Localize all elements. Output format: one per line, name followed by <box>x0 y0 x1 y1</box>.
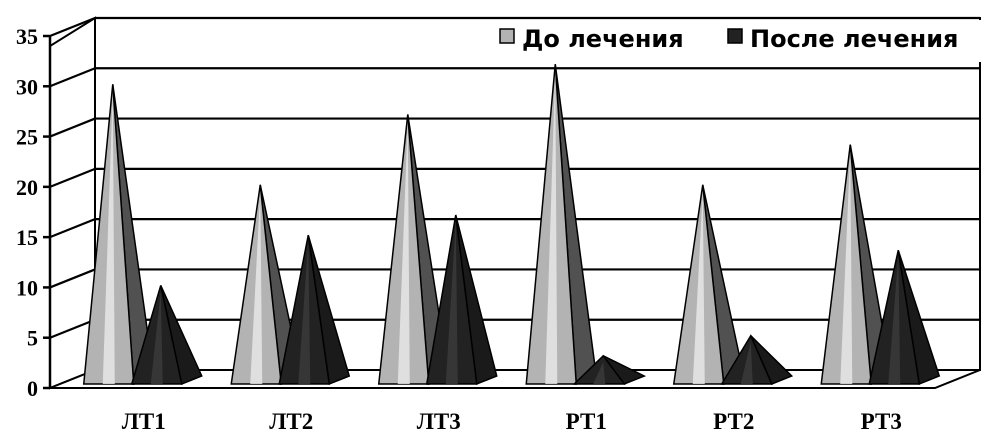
pyramid-После лечения-ЛТ2 <box>278 234 351 386</box>
pyramid-После лечения-ЛТ3 <box>425 214 498 386</box>
x-category-label-0: ЛТ1 <box>122 409 166 434</box>
pyramid-После лечения-ЛТ1 <box>130 285 203 386</box>
y-tick-label-5: 5 <box>27 326 38 351</box>
legend: До лечения После лечения <box>490 20 984 62</box>
gridline-side-15 <box>49 218 96 239</box>
pyramid-До лечения-РТ1 <box>525 64 598 386</box>
x-category-label-3: РТ1 <box>566 409 607 434</box>
pyramid-highlight <box>250 190 263 384</box>
legend-label-0: До лечения <box>522 25 684 53</box>
pyramid-После лечения-РТ1 <box>572 354 647 385</box>
x-category-label-5: РТ3 <box>861 409 902 434</box>
gridline-side-10 <box>49 268 96 289</box>
y-tick-label-20: 20 <box>16 175 38 200</box>
pyramid-highlight <box>888 256 901 384</box>
pyramid-highlight <box>692 190 705 384</box>
x-category-label-1: ЛТ2 <box>269 409 313 434</box>
pyramid-highlight <box>445 221 458 384</box>
pyramid-После лечения-РТ2 <box>720 334 794 385</box>
legend-label-1: После лечения <box>750 25 958 53</box>
y-tick-label-30: 30 <box>16 74 38 99</box>
pyramid-highlight <box>740 341 753 384</box>
pyramid-highlight <box>593 361 606 384</box>
y-tick-label-15: 15 <box>16 225 38 250</box>
y-tick-label-25: 25 <box>16 125 38 150</box>
gridline-side-25 <box>49 117 96 138</box>
gridline-side-35 <box>49 16 96 38</box>
pyramid-highlight <box>298 241 311 384</box>
y-tick-label-10: 10 <box>16 275 38 300</box>
pyramid-До лечения-ЛТ1 <box>82 84 155 386</box>
gridline-side-5 <box>49 318 96 339</box>
pyramid-highlight <box>397 120 410 384</box>
bars <box>82 64 941 386</box>
pyramid-highlight <box>545 70 558 385</box>
legend-swatch-1 <box>727 28 743 44</box>
x-axis: ЛТ1 ЛТ2 ЛТ3 РТ1 РТ2 РТ3 <box>122 409 902 434</box>
x-category-label-4: РТ2 <box>713 409 754 434</box>
legend-swatch-0 <box>499 28 515 44</box>
pyramid-highlight <box>150 291 163 384</box>
x-category-label-2: ЛТ3 <box>417 409 461 434</box>
y-tick-label-35: 35 <box>16 24 38 49</box>
gridline-side-20 <box>49 167 96 188</box>
gridline-side-30 <box>49 67 96 88</box>
pyramid-highlight <box>102 90 115 385</box>
y-axis: 0 5 10 15 20 25 30 35 <box>16 24 52 401</box>
pyramid-После лечения-РТ3 <box>868 249 941 386</box>
pyramid-highlight <box>840 150 853 384</box>
y-tick-label-0: 0 <box>27 376 38 401</box>
